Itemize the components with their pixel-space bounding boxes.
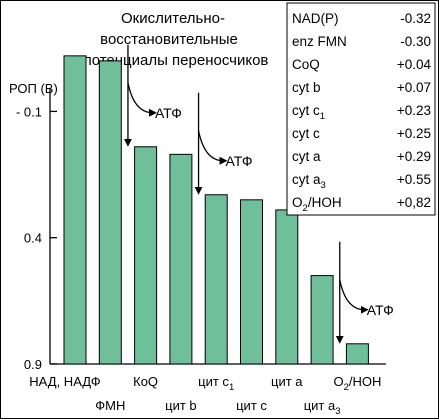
legend-item-name: cyt a <box>292 149 321 164</box>
bar <box>98 60 122 365</box>
bar <box>240 199 263 365</box>
y-ticks: - 0.1 0.4 0.9 <box>16 104 57 372</box>
atp-label: АТФ <box>155 105 182 121</box>
chart-title-line-2: восстановительные <box>100 31 238 48</box>
legend-box <box>286 2 436 216</box>
x-tick-label: ФМН <box>95 398 125 413</box>
legend-item-name: enz FMN <box>292 34 347 49</box>
legend-item-value: -0.30 <box>400 34 431 49</box>
x-tick-label: цит a <box>271 374 303 389</box>
x-tick-label: цит c <box>236 398 267 413</box>
y-tick-label: 0.9 <box>24 357 42 372</box>
legend-item-name: NAD(P) <box>292 11 339 26</box>
legend-item-value: +0.07 <box>397 80 431 95</box>
legend-item-value: +0.23 <box>397 103 431 118</box>
x-tick-label: O2/HOH <box>333 374 381 393</box>
atp-label: АТФ <box>226 153 253 169</box>
y-tick-label: - 0.1 <box>16 104 42 119</box>
legend-item-value: +0.25 <box>397 126 431 141</box>
bar <box>169 153 193 365</box>
legend-item-value: +0.04 <box>397 57 432 72</box>
legend-item-value: +0,82 <box>397 195 431 210</box>
atp-label: АТФ <box>367 302 394 318</box>
legend-item-name: cyt a3 <box>292 172 326 191</box>
legend-item-name: cyt c <box>292 126 320 141</box>
legend: NAD(P) -0.32 enz FMN -0.30 CoQ +0.04 cyt b +0.0… <box>286 2 436 216</box>
bar <box>204 194 228 365</box>
atp-annotations: АТФ АТФ АТФ <box>123 44 394 344</box>
legend-item-name: cyt b <box>292 80 321 95</box>
atp-curve-arrow <box>127 82 157 117</box>
x-tick-label: цит c1 <box>198 374 234 393</box>
atp-curve-arrow <box>339 279 369 314</box>
x-tick-label: НАД, НАДФ <box>29 374 101 389</box>
x-tick-label: цит b <box>165 398 197 413</box>
legend-item-name: cyt c1 <box>292 103 325 122</box>
legend-item-value: +0.29 <box>397 149 431 164</box>
legend-item-value: -0.32 <box>400 11 431 26</box>
bar <box>275 209 299 365</box>
x-tick-label: цит a3 <box>304 398 341 417</box>
chart-title-line-3: потенциалы переносчиков <box>84 52 269 69</box>
legend-item-name: O2/HOH <box>292 195 342 214</box>
bars <box>63 55 369 365</box>
bar <box>310 275 334 365</box>
bar <box>63 55 87 365</box>
bar <box>134 146 158 365</box>
y-tick-label: 0.4 <box>24 231 42 246</box>
bar <box>345 343 369 365</box>
legend-item-value: +0.55 <box>397 172 431 187</box>
legend-item-name: CoQ <box>292 57 320 72</box>
chart-title-line-1: Окислительно- <box>121 10 225 27</box>
y-axis-label: РОП (В) <box>9 81 58 96</box>
atp-curve-arrow <box>197 130 228 165</box>
x-tick-label: КоQ <box>133 374 158 389</box>
